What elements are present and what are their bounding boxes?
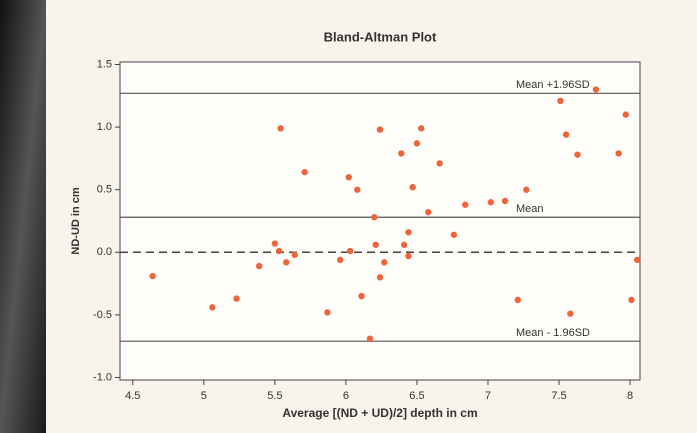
point [337, 256, 344, 264]
point [405, 252, 412, 260]
point [592, 86, 600, 93]
x-tick-label: 5 [201, 390, 207, 402]
point [425, 209, 432, 216]
point [372, 241, 379, 248]
point [567, 310, 574, 317]
point [574, 151, 581, 158]
y-tick-label: 0.0 [97, 246, 112, 258]
point [487, 199, 495, 206]
point [501, 197, 509, 205]
point [622, 111, 629, 118]
reference-label: Mean +1.96SD [516, 79, 590, 91]
point [376, 274, 384, 281]
point [628, 296, 635, 304]
point [514, 296, 522, 304]
point [275, 247, 283, 255]
point [462, 201, 469, 208]
point [283, 259, 290, 266]
x-tick-label: 6 [343, 390, 349, 402]
point [371, 214, 378, 221]
side-image [0, 0, 46, 433]
point [562, 131, 570, 138]
point [291, 251, 298, 259]
point [413, 140, 421, 147]
point [324, 309, 331, 316]
point [418, 125, 425, 132]
point [450, 231, 458, 238]
point [409, 183, 416, 191]
point [345, 173, 352, 181]
point [256, 262, 263, 270]
point [209, 304, 216, 311]
x-tick-label: 7.5 [551, 390, 566, 402]
point [633, 256, 641, 264]
point [615, 150, 622, 157]
point [400, 241, 408, 248]
x-tick-label: 7 [485, 390, 491, 402]
x-tick-label: 6.5 [409, 390, 424, 402]
point [398, 150, 405, 157]
y-tick-label: 1.5 [97, 58, 112, 70]
chart-title: Bland-Altman Plot [324, 29, 437, 44]
point [233, 295, 240, 302]
x-tick-label: 8 [627, 390, 633, 402]
x-axis-label: Average [(ND + UD)/2] depth in cm [282, 406, 477, 420]
point [436, 160, 443, 167]
reference-label: Mean [516, 203, 544, 215]
y-tick-label: -1.0 [93, 371, 112, 383]
point [405, 229, 412, 236]
y-tick-label: 1.0 [97, 121, 112, 133]
x-tick-label: 4.5 [125, 390, 140, 402]
y-axis-label: ND-UD in cm [70, 187, 82, 254]
point [271, 240, 279, 247]
point [354, 186, 361, 193]
point [301, 168, 308, 176]
point [376, 126, 384, 133]
point [358, 292, 365, 300]
point [366, 335, 374, 342]
point [277, 125, 284, 132]
y-tick-label: -0.5 [93, 309, 112, 321]
x-tick-label: 5.5 [267, 390, 282, 402]
reference-label: Mean - 1.96SD [516, 327, 590, 339]
point [149, 272, 156, 280]
point [381, 259, 388, 266]
y-tick-label: 0.5 [97, 184, 112, 196]
point [523, 186, 530, 193]
point [557, 97, 564, 105]
point [346, 247, 354, 255]
plot-area [119, 61, 641, 381]
